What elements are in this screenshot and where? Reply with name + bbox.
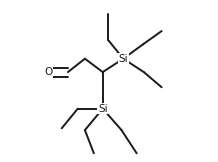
Text: Si: Si xyxy=(98,104,107,114)
Text: O: O xyxy=(44,67,53,77)
Text: Si: Si xyxy=(118,54,128,64)
